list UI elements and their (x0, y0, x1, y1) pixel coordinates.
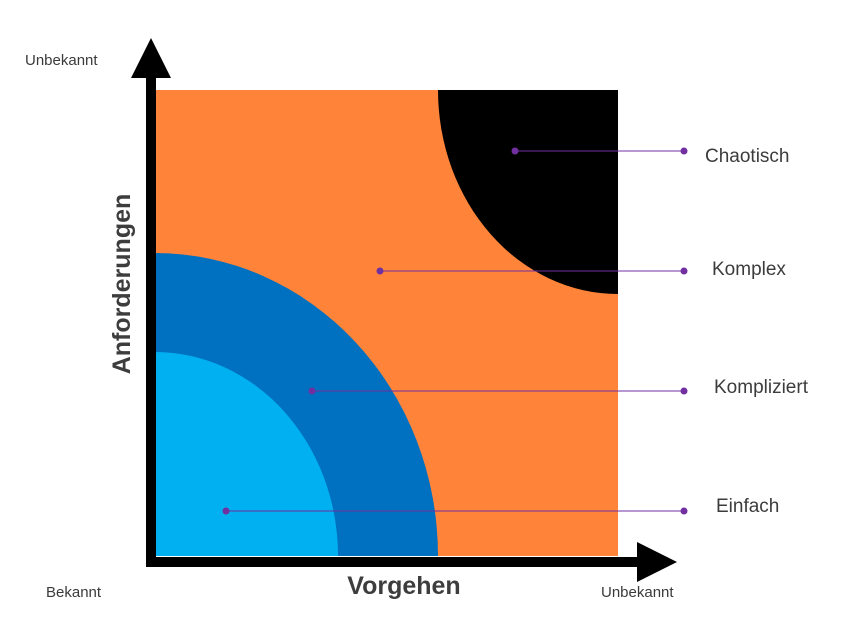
leader-dot-end (681, 508, 688, 515)
x-axis-title: Vorgehen (347, 572, 460, 600)
zone-label-kompliziert: Kompliziert (714, 377, 809, 398)
leader-dot-end (681, 268, 688, 275)
zone-label-einfach: Einfach (716, 496, 779, 517)
y-axis-arrowhead (131, 38, 171, 78)
origin-label: Bekannt (46, 584, 102, 601)
y-axis-end-label: Unbekannt (25, 52, 98, 69)
zone-label-chaotisch: Chaotisch (705, 146, 790, 167)
leader-dot-end (681, 388, 688, 395)
zone-label-komplex: Komplex (712, 259, 786, 280)
leader-dot-start (309, 388, 316, 395)
leader-dot-start (377, 268, 384, 275)
x-axis-arrowhead (637, 542, 677, 582)
leader-dot-end (681, 148, 688, 155)
leader-dot-start (223, 508, 230, 515)
leader-dot-start (512, 148, 519, 155)
x-axis-end-label: Unbekannt (601, 584, 674, 601)
y-axis-title: Anforderungen (108, 194, 136, 375)
